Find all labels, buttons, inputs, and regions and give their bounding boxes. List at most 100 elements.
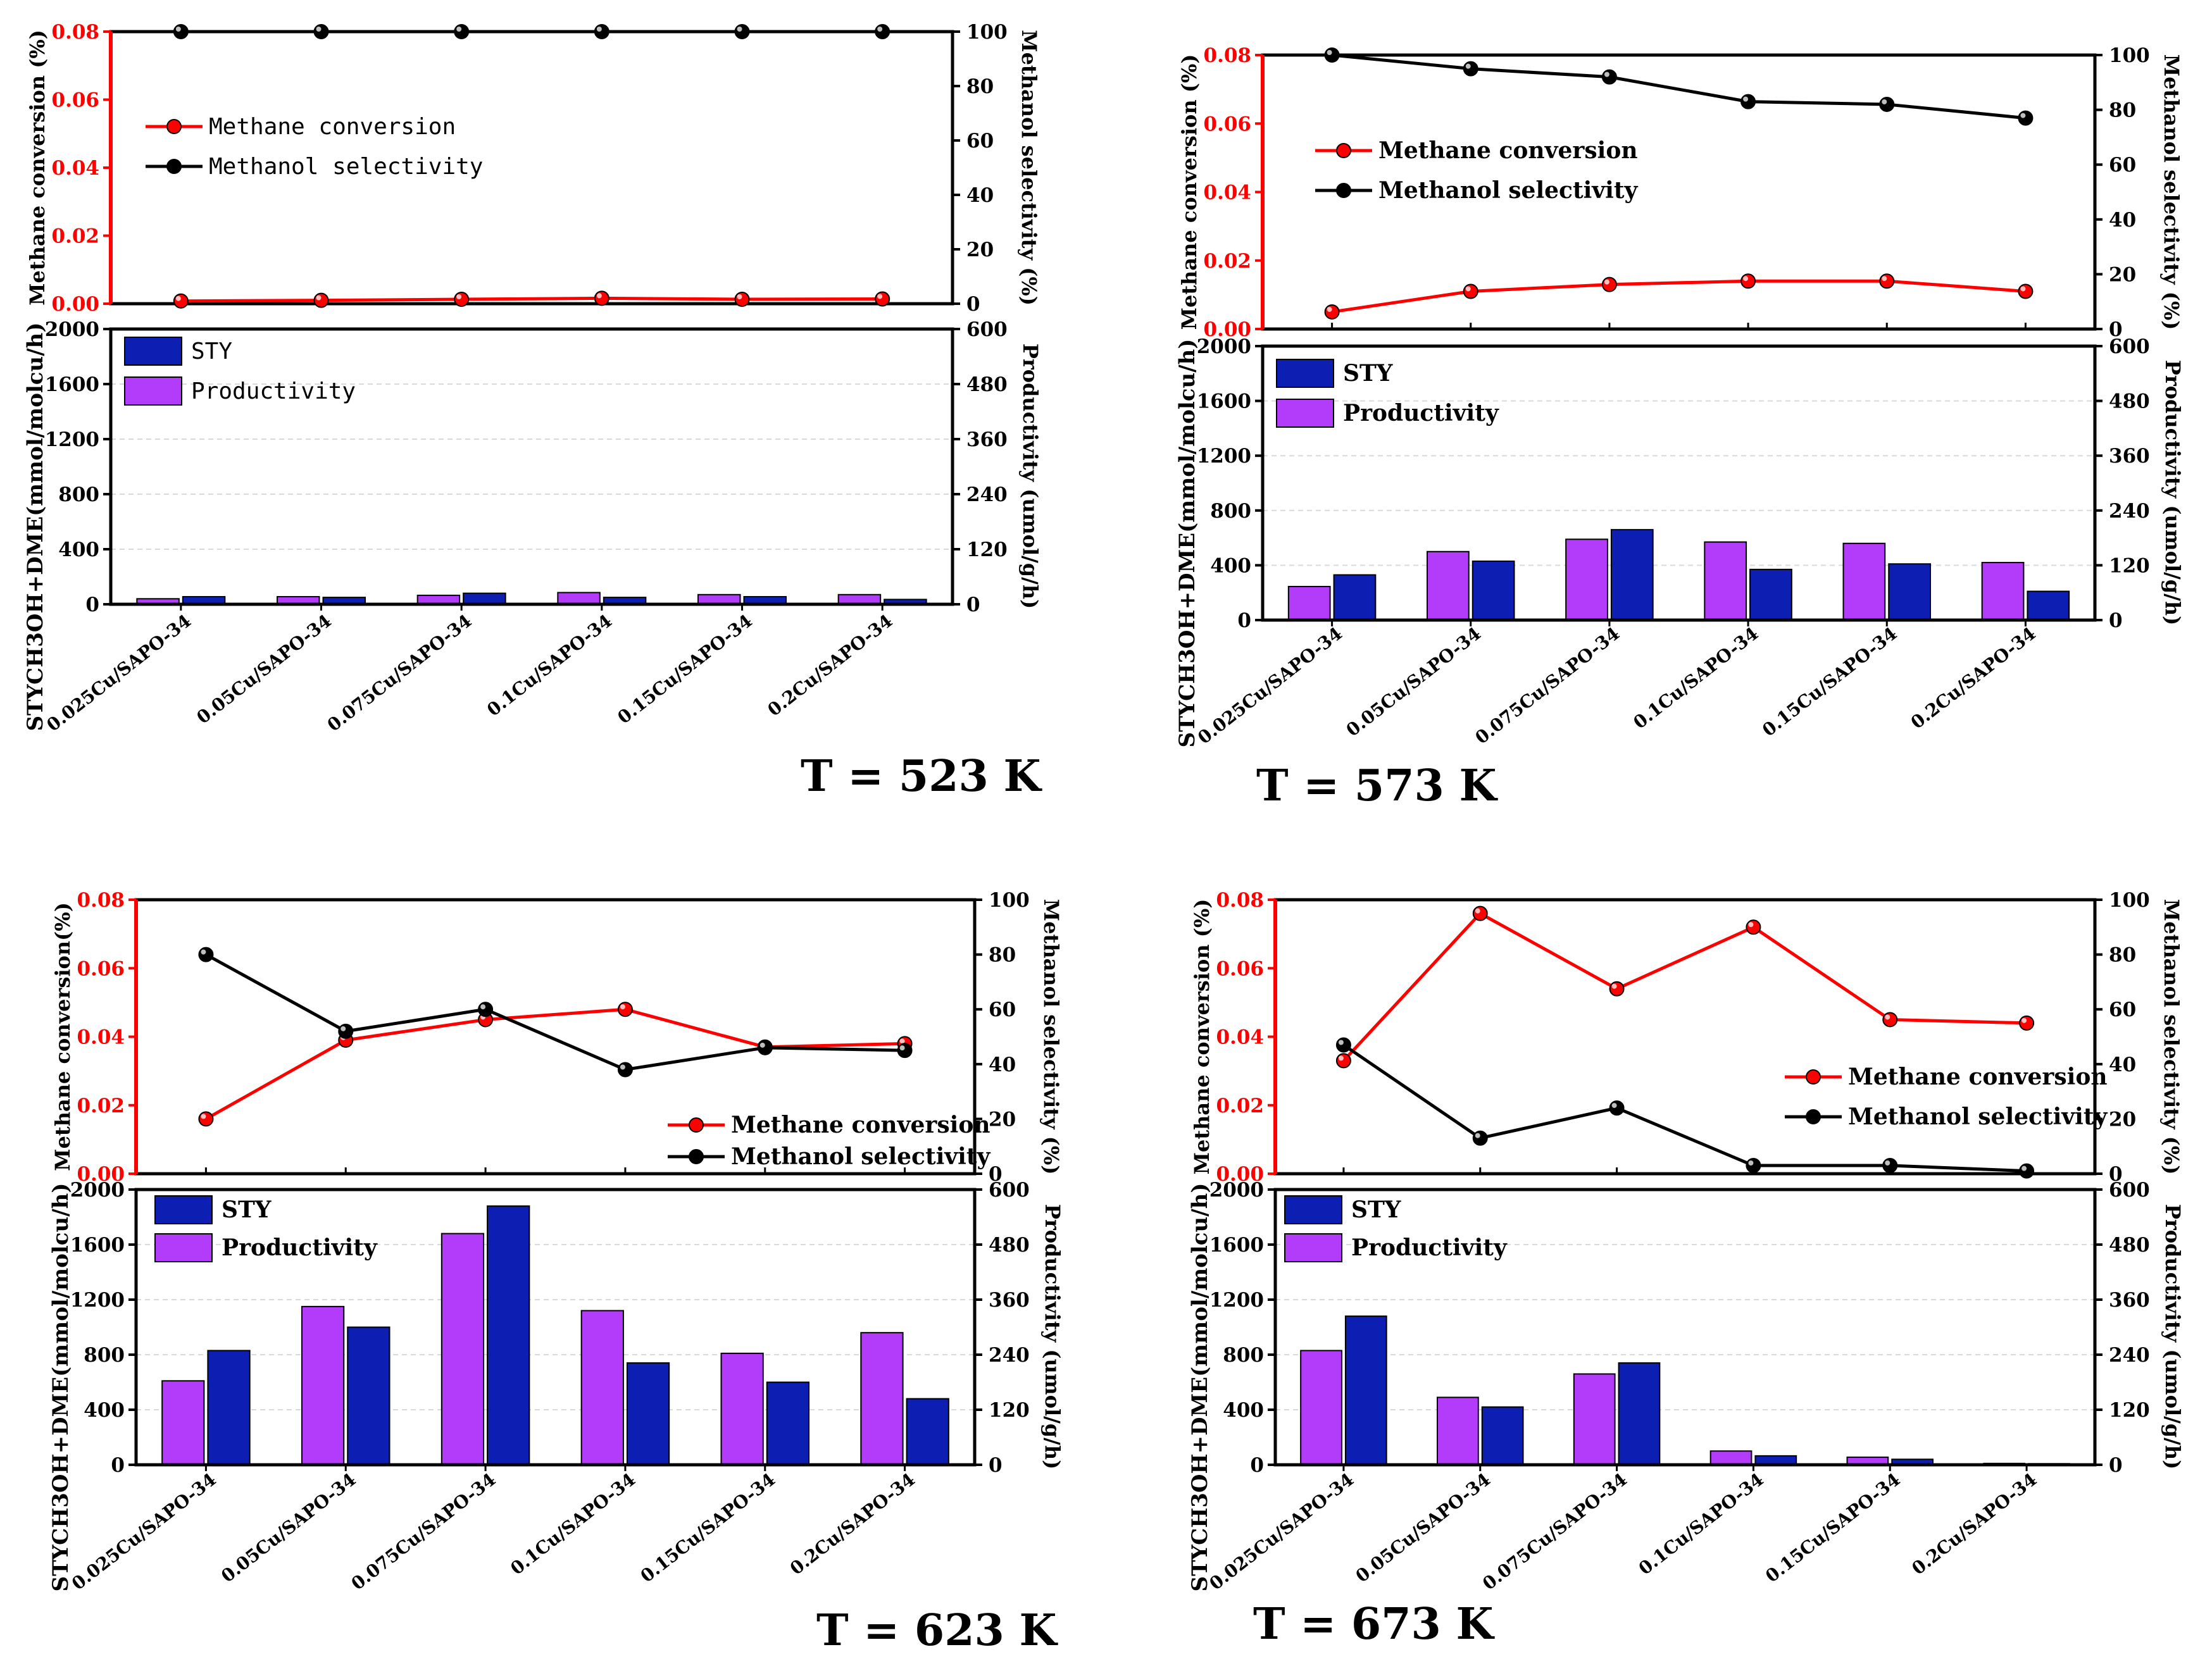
top-left-tick-label: 0.06 <box>1203 113 1251 135</box>
bottom-right-axis-title: Productivity (umol/g/h) <box>1040 1204 1065 1470</box>
marker-highlight <box>341 1026 346 1031</box>
productivity-bar <box>301 1305 345 1465</box>
bottom-left-tick-label: 2000 <box>1197 335 1251 358</box>
marker-highlight <box>1338 1055 1344 1061</box>
bottom-right-tick-label: 480 <box>2109 1234 2150 1257</box>
productivity-bar <box>720 1352 764 1465</box>
methanol-selectivity-point <box>875 24 890 39</box>
category-label: 0.075Cu/SAPO-34 <box>323 611 476 736</box>
sty-bar <box>1888 563 1931 621</box>
legend-label: Methane conversion <box>731 1112 990 1138</box>
legend-marker-sample <box>689 1117 704 1133</box>
top-left-tick-label: 0.04 <box>51 157 99 180</box>
top-right-tick-label: 20 <box>966 239 994 261</box>
category-label: 0.1Cu/SAPO-34 <box>1629 623 1762 733</box>
methanol-selectivity-point <box>2018 110 2034 126</box>
sty-bar <box>766 1381 809 1465</box>
top-right-tick-label: 20 <box>2109 263 2136 286</box>
methane-conversion-point <box>2018 283 2034 299</box>
methane-conversion-point <box>1463 283 1478 299</box>
legend-swatch <box>1284 1233 1342 1262</box>
methanol-selectivity-point <box>1601 69 1617 85</box>
methanol-selectivity-point <box>1324 47 1340 63</box>
bottom-left-tick-label: 1200 <box>45 428 99 451</box>
bottom-left-axis-title: STYCH3OH+DME(mmol/molcu/h) <box>1187 1183 1213 1592</box>
top-left-tick-label: 0.00 <box>1216 1163 1264 1186</box>
legend-marker-sample <box>1336 143 1351 158</box>
top-right-tick-label: 80 <box>2109 99 2136 122</box>
legend-marker-sample <box>1806 1069 1821 1085</box>
marker-highlight <box>877 27 883 32</box>
methane-conversion-point <box>617 1002 633 1017</box>
marker-highlight <box>175 295 181 301</box>
methanol-selectivity-point <box>757 1040 773 1055</box>
legend-swatch <box>1284 1195 1342 1224</box>
bottom-plot-frame <box>134 1188 977 1467</box>
methanol-selectivity-point <box>454 24 470 39</box>
productivity-bar <box>1565 538 1608 621</box>
methane-conversion-point <box>1324 304 1340 320</box>
bottom-plot-frame <box>1261 344 2097 622</box>
bottom-left-tick-label: 1600 <box>70 1234 125 1257</box>
legend-label: Productivity <box>1351 1234 1508 1261</box>
top-right-tick-label: 100 <box>966 21 1008 44</box>
marker-highlight <box>759 1042 765 1048</box>
sty-bar <box>906 1398 949 1466</box>
legend-marker-sample <box>689 1149 704 1164</box>
marker-highlight <box>737 27 742 32</box>
top-left-tick-label: 0.04 <box>1203 182 1251 204</box>
methanol-selectivity-line <box>1342 1043 2027 1173</box>
bottom-left-axis-title: STYCH3OH+DME(mmol/molcu/h) <box>1175 339 1200 748</box>
bottom-right-tick-label: 240 <box>966 483 1008 506</box>
top-right-tick-label: 40 <box>989 1054 1016 1076</box>
legend-swatch <box>1276 359 1334 388</box>
legend-label: Methane conversion <box>209 114 456 140</box>
bottom-right-tick-label: 480 <box>989 1234 1030 1257</box>
marker-highlight <box>1604 279 1609 285</box>
marker-highlight <box>175 27 181 32</box>
bottom-right-tick-label: 600 <box>2109 335 2150 358</box>
category-label: 0.15Cu/SAPO-34 <box>1761 1469 1904 1587</box>
marker-highlight <box>1611 983 1617 989</box>
productivity-bar <box>161 1380 205 1465</box>
marker-highlight <box>2020 286 2026 292</box>
methane-conversion-point <box>1746 919 1761 935</box>
top-left-tick-label: 0.06 <box>1216 957 1264 980</box>
marker-highlight <box>201 949 206 955</box>
category-label: 0.2Cu/SAPO-34 <box>764 611 897 721</box>
methane-conversion-point <box>1879 273 1895 289</box>
methanol-selectivity-point <box>1609 1100 1625 1116</box>
productivity-bar <box>1709 1450 1753 1465</box>
marker-highlight <box>1327 306 1332 312</box>
bottom-right-tick-label: 240 <box>2109 1344 2150 1367</box>
marker-highlight <box>1465 63 1471 69</box>
top-left-tick-label: 0.00 <box>77 1163 125 1186</box>
temperature-caption: T = 523 K <box>801 751 1043 802</box>
category-label: 0.1Cu/SAPO-34 <box>506 1469 639 1579</box>
legend-swatch <box>1276 399 1334 428</box>
temperature-caption: T = 623 K <box>816 1605 1059 1656</box>
top-right-tick-label: 100 <box>2109 889 2150 912</box>
productivity-bar <box>1573 1373 1616 1465</box>
methanol-selectivity-point <box>1335 1037 1351 1053</box>
category-label: 0.075Cu/SAPO-34 <box>1472 623 1624 749</box>
legend-label: Methane conversion <box>1378 137 1638 164</box>
legend-label: Methanol selectivity <box>209 154 483 180</box>
top-left-axis-title: Methane conversion (%) <box>25 30 49 306</box>
bottom-left-tick-label: 400 <box>58 538 99 561</box>
methanol-selectivity-point <box>897 1043 913 1059</box>
bottom-left-tick-label: 0 <box>111 1454 125 1477</box>
category-label: 0.1Cu/SAPO-34 <box>1635 1469 1768 1579</box>
productivity-bar <box>1981 562 2025 621</box>
methane-conversion-point <box>1335 1053 1351 1069</box>
category-label: 0.075Cu/SAPO-34 <box>1478 1469 1631 1595</box>
sty-bar <box>1344 1315 1387 1466</box>
marker-highlight <box>899 1045 905 1051</box>
bottom-right-tick-label: 480 <box>2109 390 2150 413</box>
marker-highlight <box>620 1004 625 1010</box>
methanol-selectivity-point <box>313 24 329 39</box>
top-right-tick-label: 20 <box>989 1108 1016 1131</box>
bottom-left-tick-label: 400 <box>1223 1399 1264 1422</box>
top-right-tick-label: 20 <box>2109 1108 2136 1131</box>
